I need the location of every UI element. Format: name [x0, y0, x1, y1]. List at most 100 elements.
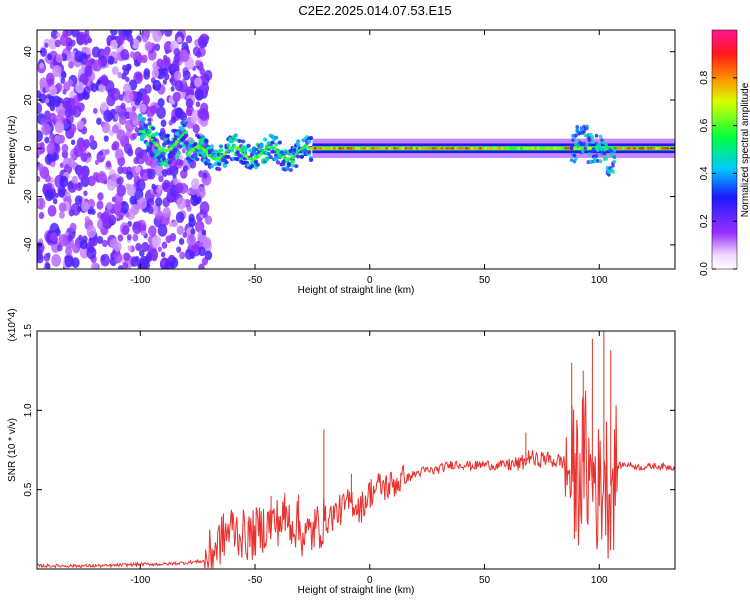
spectrogram-noise-cell: [123, 90, 134, 104]
spectrogram-band-core: [184, 130, 189, 134]
spectrogram-noise-cell: [44, 261, 50, 269]
spectrogram-noise-cell: [126, 171, 133, 180]
spectrogram-band-cell: [275, 160, 281, 165]
spectrogram-band-peak: [454, 146, 458, 150]
spectrogram-x-ticks: -100 -50 0 50 100: [130, 30, 608, 286]
spectrogram-noise-cell: [135, 242, 142, 252]
spectrogram-noise-cell: [175, 211, 185, 224]
colorbar: 0.0 0.2 0.4 0.6 0.8 Normalized spectral ampl…: [699, 29, 750, 276]
snr-x-tick-label: 100: [591, 575, 608, 586]
spectrogram-noise-cell: [134, 98, 141, 106]
spectrogram-noise-cell: [202, 172, 208, 179]
spectrogram-disturbed-cell: [608, 148, 613, 153]
snr-x-tick-label: -50: [248, 575, 263, 586]
spectrogram-band-peak: [547, 146, 551, 150]
spectrogram-noise-cell: [117, 72, 123, 79]
snr-y-tick-label: 1.5: [23, 324, 34, 338]
spectrogram-band-peak: [332, 146, 337, 150]
spectrogram-noise-cell: [176, 197, 187, 210]
spectrogram-disturbed-cell: [590, 140, 595, 145]
spectrogram-band-peak: [420, 146, 425, 150]
spectrogram-band-cell: [306, 149, 312, 154]
spectrogram-noise-cell: [156, 58, 164, 68]
spectrogram-noise-cell: [151, 183, 156, 190]
spectrogram-noise-cell: [129, 40, 134, 46]
spectrogram-noise-cell: [130, 203, 140, 216]
spectrogram-noise-cell: [120, 49, 130, 61]
spectrogram-noise-cell: [66, 234, 73, 242]
spectrogram-noise-cell: [39, 47, 47, 57]
spectrogram-band-cell: [240, 139, 246, 144]
spectrogram-band-cell: [150, 126, 156, 131]
spectrogram-band-peak: [310, 146, 314, 150]
spectrogram-y-tick-label: -40: [23, 237, 34, 252]
spectrogram-band-peak: [558, 146, 562, 150]
spectrogram-image: [37, 30, 675, 269]
spectrogram-noise-cell: [54, 120, 65, 134]
spectrogram-noise-cell: [84, 65, 93, 77]
colorbar-gradient: [711, 29, 738, 270]
spectrogram-band-peak: [437, 146, 441, 150]
spectrogram-band-peak: [407, 146, 411, 150]
spectrogram-noise-cell: [61, 150, 69, 159]
colorbar-label: Normalized spectral amplitude: [740, 82, 750, 217]
spectrogram-band-peak: [401, 146, 405, 150]
snr-y-tick-label: 1.0: [23, 403, 34, 417]
spectrogram-noise-cell: [143, 70, 150, 80]
spectrogram-band-cell: [174, 131, 180, 136]
spectrogram-noise-cell: [126, 184, 136, 197]
spectrogram-band-cell: [235, 157, 240, 162]
spectrogram-band-peak: [660, 146, 664, 150]
spectrogram-noise-cell: [105, 148, 110, 155]
spectrogram-noise-cell: [84, 30, 90, 37]
spectrogram-noise-cell: [194, 77, 203, 88]
spectrogram-noise-cell: [174, 182, 184, 194]
spectrogram-noise-cell: [142, 36, 148, 43]
spectrogram-noise-cell: [181, 148, 186, 154]
spectrogram-band-cell: [240, 144, 246, 149]
spectrogram-noise-cell: [64, 255, 74, 268]
spectrogram-noise-cell: [155, 197, 163, 207]
spectrogram-disturbed-cell: [586, 160, 591, 165]
spectrogram-noise-cell: [79, 239, 88, 250]
spectrogram-noise-cell: [72, 242, 81, 254]
spectrogram-noise-cell: [195, 59, 201, 67]
spectrogram-noise-cell: [68, 209, 75, 217]
spectrogram-disturbed-cell: [583, 133, 588, 138]
spectrogram-noise-cell: [86, 152, 92, 158]
spectrogram-band-cell: [270, 140, 275, 145]
spectrogram-band-peak: [621, 146, 626, 150]
spectrogram-noise-cell: [100, 212, 110, 224]
spectrogram-noise-cell: [127, 148, 134, 157]
spectrogram-band-cell: [308, 157, 314, 162]
spectrogram-band-cell: [273, 157, 279, 162]
spectrogram-noise-cell: [172, 177, 178, 184]
spectrogram-band-peak: [360, 146, 364, 150]
spectrogram-noise-cell: [142, 172, 149, 180]
spectrogram-noise-cell: [118, 114, 127, 125]
spectrogram-band-peak: [324, 146, 328, 150]
spectrogram-band-cell: [251, 146, 257, 151]
spectrogram-noise-cell: [125, 63, 132, 72]
spectrogram-noise-cell: [172, 91, 181, 103]
spectrogram-band-peak: [539, 146, 543, 150]
snr-y-axis-title: SNR (10 * v/v): [7, 418, 18, 482]
spectrogram-band-cell: [284, 166, 290, 171]
spectrogram-band-peak: [404, 146, 408, 150]
spectrogram-band-peak: [478, 146, 482, 150]
spectrogram-band-cell: [268, 155, 273, 160]
spectrogram-band-cell: [290, 163, 295, 168]
spectrogram-band-peak: [649, 146, 653, 150]
spectrogram-noise-cell: [136, 54, 144, 64]
spectrogram-band-cell: [145, 142, 150, 147]
spectrogram-noise-cell: [112, 140, 120, 151]
spectrogram-noise-cell: [204, 69, 213, 81]
spectrogram-band-peak: [451, 146, 455, 150]
spectrogram-noise-cell: [162, 79, 167, 85]
spectrogram-disturbed-cell: [580, 149, 585, 154]
spectrogram-noise-cell: [59, 33, 70, 47]
spectrogram-band-peak: [363, 146, 367, 150]
spectrogram-band-cell: [204, 138, 209, 143]
spectrogram-band-peak: [646, 146, 650, 150]
spectrogram-band-peak: [445, 146, 449, 150]
